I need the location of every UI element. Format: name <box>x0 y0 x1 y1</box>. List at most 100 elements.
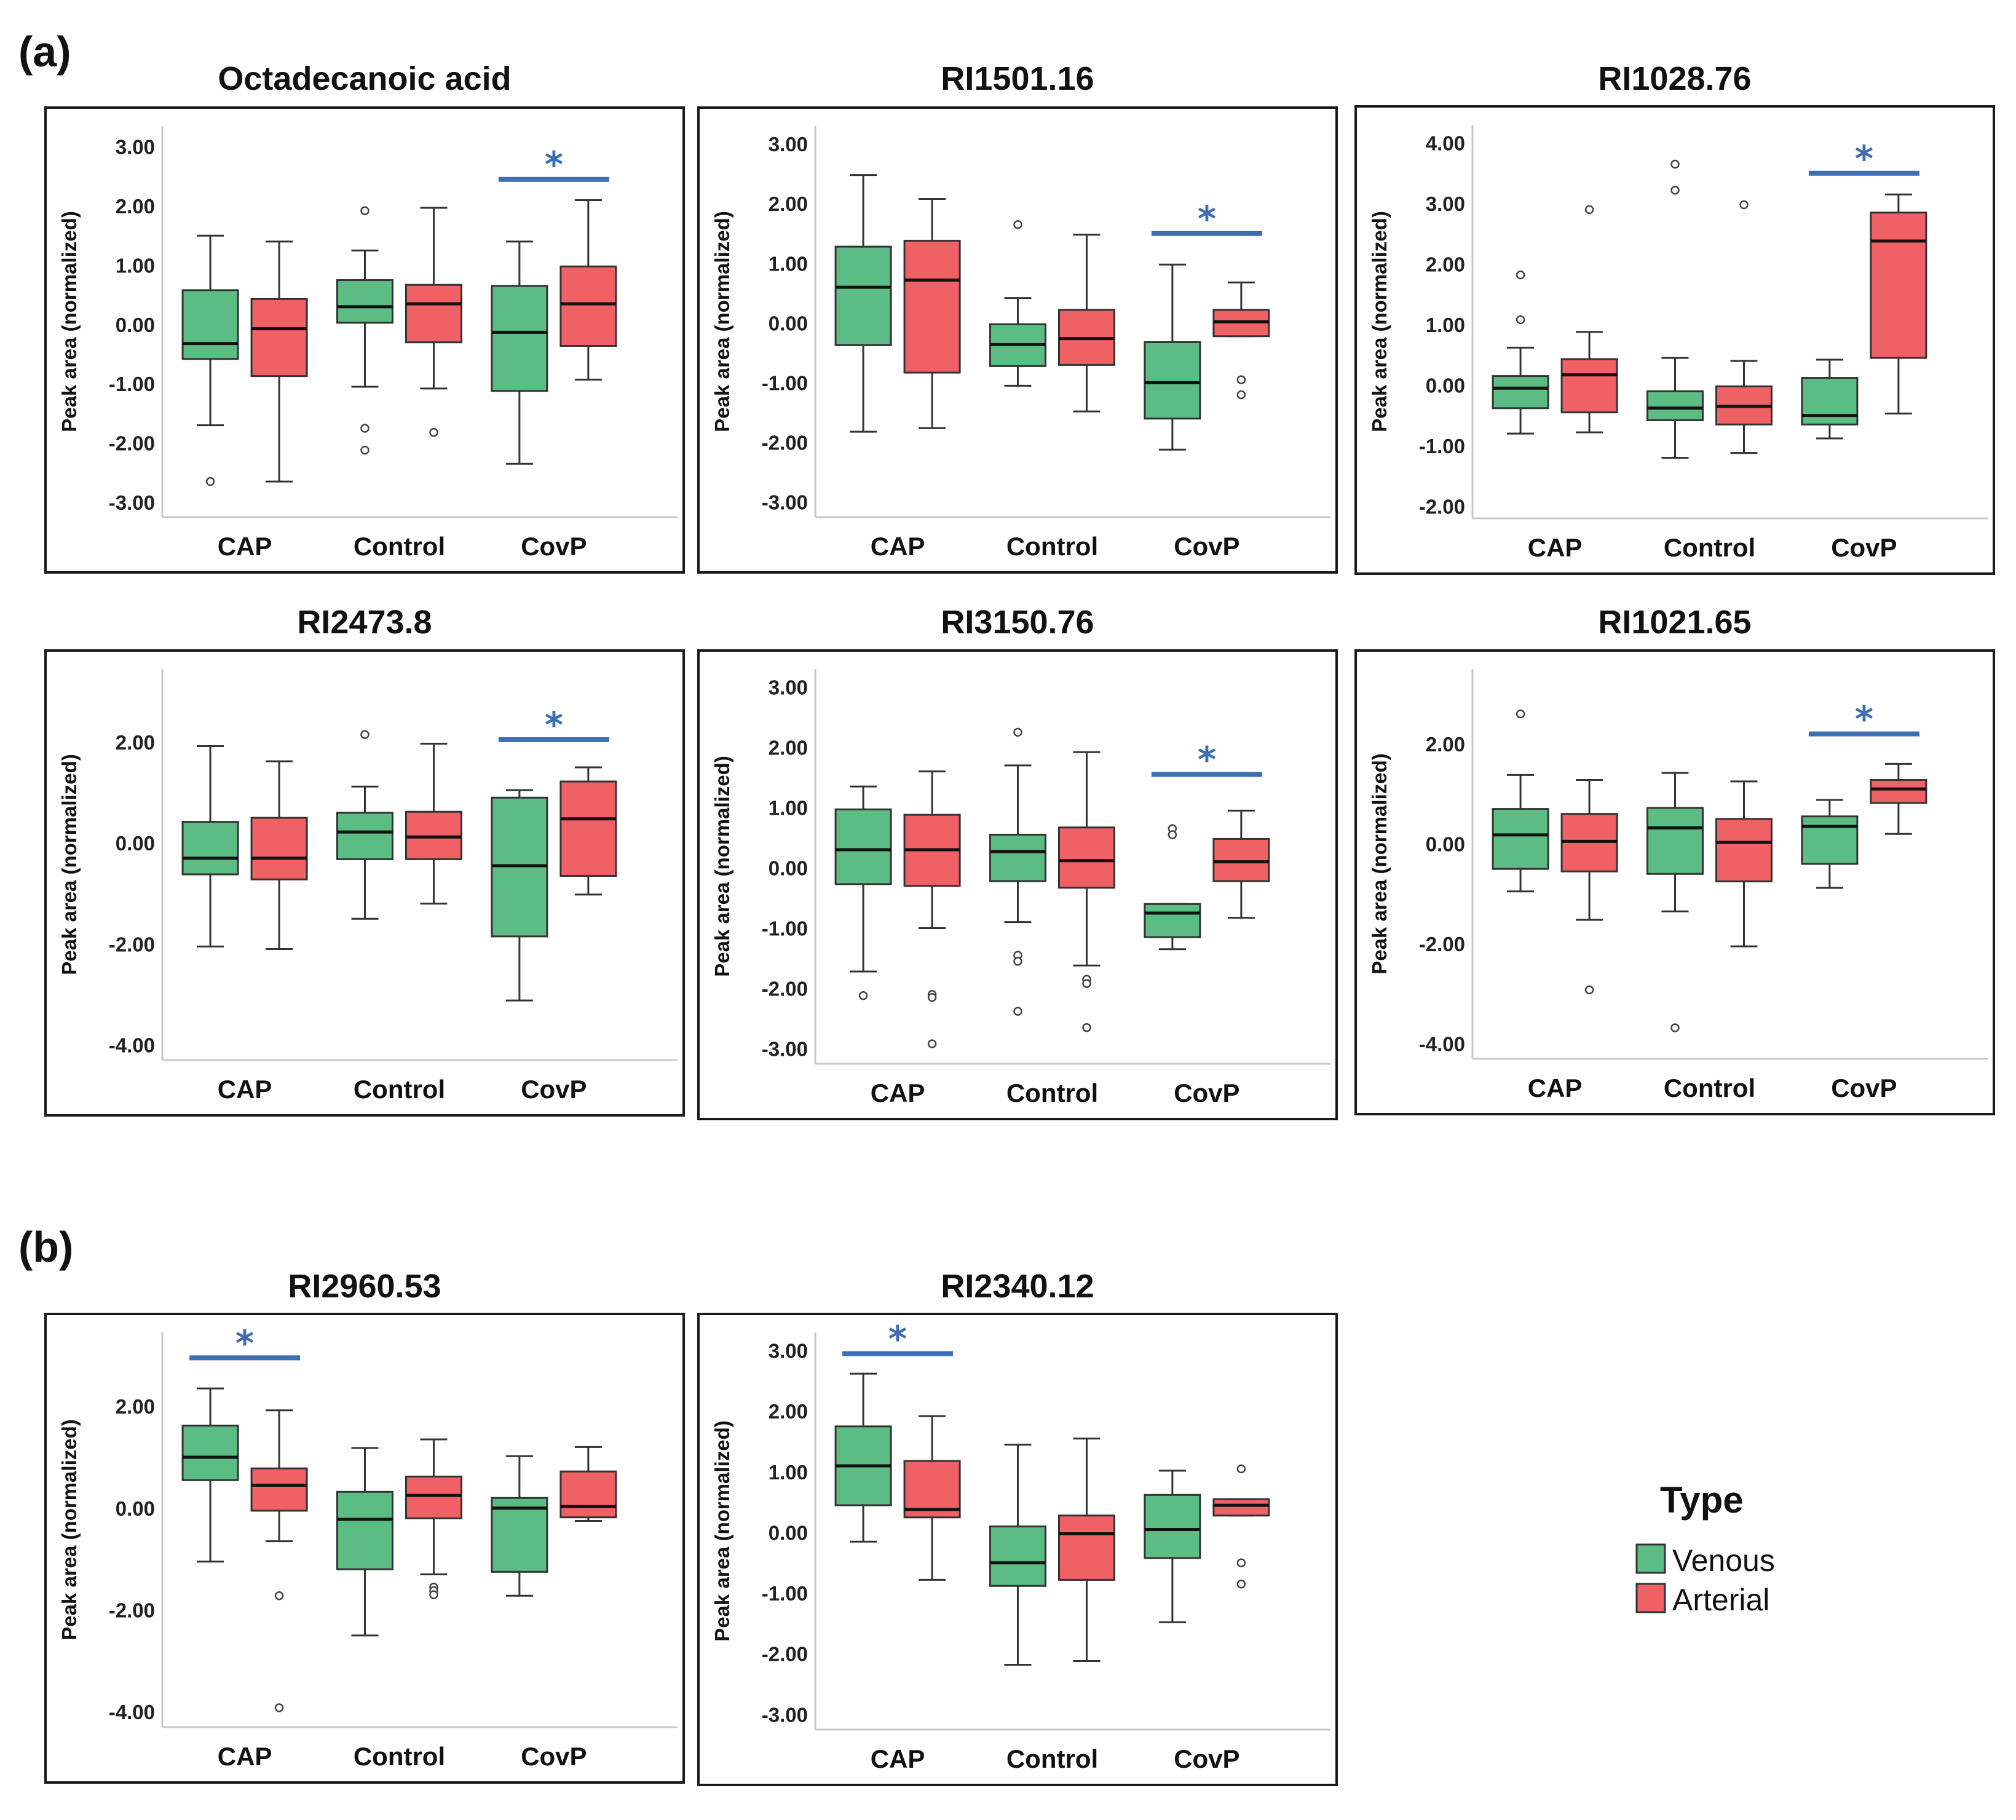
outlier-point <box>1670 186 1680 195</box>
x-tick-label: Control <box>1664 1074 1755 1102</box>
x-tick-label: CovP <box>521 1075 587 1104</box>
box-venous-control <box>989 727 1046 1016</box>
outlier-point <box>1516 709 1525 719</box>
outlier-point <box>1013 957 1022 966</box>
chart-frame <box>697 649 1338 1120</box>
outlier-point <box>1013 1007 1022 1016</box>
y-tick-label: -2.00 <box>762 432 808 454</box>
outlier-point <box>1236 1464 1246 1474</box>
legend-title: Type <box>1660 1479 1744 1521</box>
iqr-box <box>1057 1514 1115 1581</box>
iqr-box <box>989 1525 1046 1587</box>
box-venous-cap <box>1492 709 1549 893</box>
iqr-box <box>834 245 892 346</box>
x-tick-label: Control <box>1006 1744 1098 1773</box>
outlier-point <box>1013 220 1022 229</box>
chart-frame <box>44 1313 685 1784</box>
iqr-box <box>1715 818 1773 882</box>
chart-frame <box>1354 105 1995 575</box>
outlier-point <box>274 1703 284 1712</box>
box-plot-grid: Octadecanoic acid 3.00 2.00 1.00 0.00 -1.00 -2… <box>44 60 1995 1786</box>
iqr-box <box>1870 212 1927 359</box>
chart-title: RI1501.16 <box>941 60 1094 97</box>
y-axis-label: Peak area (normalized) <box>58 754 81 975</box>
iqr-box <box>1560 358 1618 414</box>
chart-title: RI3150.76 <box>941 604 1094 641</box>
x-tick-label: CAP <box>218 532 272 561</box>
iqr-box <box>250 298 308 378</box>
x-tick-label: Control <box>354 1742 445 1771</box>
iqr-box <box>1646 807 1704 875</box>
y-tick-label: 0.00 <box>1426 374 1465 397</box>
box-venous-covp <box>1801 358 1859 440</box>
box-arterial-covp <box>1212 809 1270 919</box>
significance-star: * <box>888 1318 907 1360</box>
box-arterial-cap <box>250 240 308 483</box>
outlier-point <box>927 1039 937 1048</box>
box-venous-cap <box>834 1372 892 1543</box>
y-axis-label: Peak area (normalized) <box>711 211 733 432</box>
x-tick-label: CovP <box>1174 1744 1239 1773</box>
y-tick-label: -2.00 <box>109 1599 155 1621</box>
chart-4: RI2473.8 2.00 0.00 -2.00 -4.00 Peak area (nor… <box>44 604 685 1117</box>
legend: Type Venous Arterial <box>1635 1479 1775 1617</box>
box-arterial-covp <box>559 199 617 381</box>
legend-swatch-venous <box>1635 1543 1666 1574</box>
box-venous-cap <box>181 234 239 486</box>
outlier-point <box>1236 390 1246 400</box>
y-tick-label: 1.00 <box>769 252 808 275</box>
x-tick-label: CAP <box>218 1742 272 1771</box>
box-arterial-cap <box>1560 205 1618 433</box>
y-axis-label: Peak area (normalized) <box>1368 211 1391 432</box>
outlier-point <box>1516 270 1525 280</box>
iqr-box <box>1057 826 1115 889</box>
outlier-point <box>1584 985 1594 995</box>
iqr-box <box>181 1425 239 1481</box>
y-tick-label: -3.00 <box>762 491 808 514</box>
significance-star: * <box>1855 698 1873 740</box>
significance-star: * <box>1198 739 1216 781</box>
iqr-box <box>1492 808 1549 870</box>
outlier-point <box>1516 315 1525 325</box>
outlier-point <box>1236 1580 1246 1589</box>
box-arterial-covp <box>1212 1464 1270 1589</box>
outlier-point <box>1082 1023 1091 1032</box>
y-tick-label: 3.00 <box>769 133 808 156</box>
box-arterial-control <box>1057 234 1115 413</box>
y-tick-label: 3.00 <box>1426 192 1465 215</box>
box-arterial-cap <box>903 197 961 429</box>
box-arterial-cap <box>903 1415 961 1581</box>
legend-swatch-arterial <box>1635 1583 1666 1613</box>
y-tick-label: 1.00 <box>1426 314 1465 336</box>
y-tick-label: 1.00 <box>116 254 155 277</box>
box-arterial-control <box>1057 751 1115 1032</box>
y-tick-label: -2.00 <box>1419 495 1465 518</box>
box-arterial-cap <box>903 770 961 1048</box>
y-tick-label: 0.00 <box>116 832 155 855</box>
significance-star: * <box>1855 138 1873 180</box>
iqr-box <box>336 812 393 860</box>
box-venous-covp <box>1144 1470 1201 1623</box>
outlier-point <box>927 992 937 1002</box>
box-venous-covp <box>491 240 548 465</box>
box-arterial-control <box>1057 1438 1115 1663</box>
chart-title: RI2960.53 <box>288 1268 441 1305</box>
outlier-point <box>1236 1558 1246 1568</box>
y-tick-label: -3.00 <box>762 1037 808 1060</box>
chart-frame <box>44 106 685 574</box>
box-venous-control <box>336 730 393 920</box>
chart-8: RI2340.12 3.00 2.00 1.00 0.00 -1.00 -2.00 -3.00… <box>697 1268 1338 1786</box>
box-venous-control <box>1646 159 1704 459</box>
legend-label-arterial: Arterial <box>1672 1583 1769 1617</box>
iqr-box <box>405 1475 462 1519</box>
outlier-point <box>360 424 370 433</box>
iqr-box <box>1144 903 1201 938</box>
x-tick-label: CAP <box>1528 533 1583 562</box>
box-arterial-cap <box>250 1409 308 1712</box>
iqr-box <box>989 834 1046 882</box>
y-tick-label: 1.00 <box>769 796 808 819</box>
box-venous-covp <box>1144 824 1201 951</box>
y-tick-label: 3.00 <box>116 136 155 159</box>
box-venous-cap <box>1492 270 1549 435</box>
